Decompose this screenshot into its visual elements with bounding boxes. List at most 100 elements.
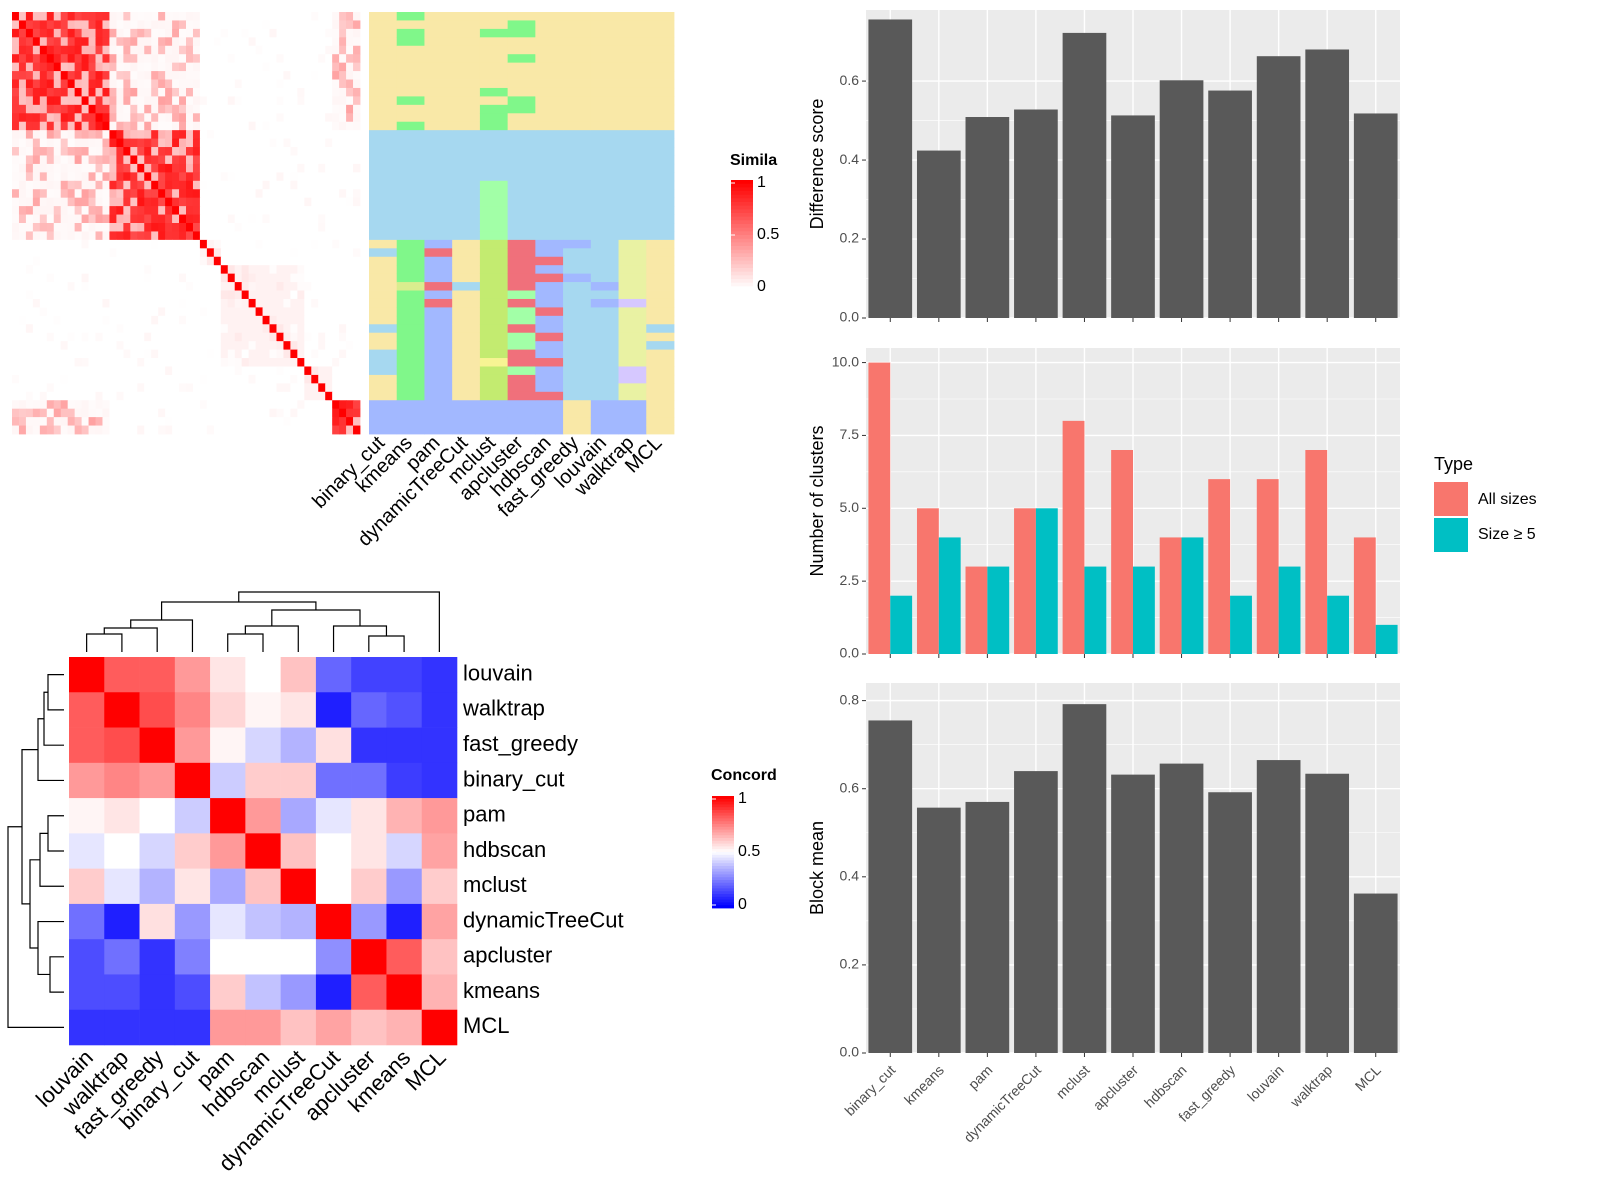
- similarity-cell: [220, 121, 229, 131]
- class-cell: [590, 265, 619, 275]
- similarity-cell: [353, 239, 361, 249]
- class-cell: [563, 290, 592, 300]
- similarity-cell: [186, 197, 194, 207]
- similarity-cell: [304, 37, 312, 47]
- similarity-cell: [248, 332, 256, 342]
- similarity-cell: [32, 231, 41, 241]
- similarity-cell: [179, 12, 187, 21]
- similarity-cell: [109, 265, 117, 275]
- similarity-cell: [123, 383, 131, 393]
- similarity-cell: [346, 341, 354, 350]
- similarity-cell: [227, 71, 236, 80]
- similarity-cell: [262, 113, 270, 123]
- similarity-cell: [276, 408, 284, 418]
- legend-gradient-step: [731, 191, 753, 196]
- similarity-cell: [199, 172, 208, 182]
- y-tick-label: 5.0: [840, 499, 860, 515]
- concordance-cell: [104, 727, 140, 764]
- similarity-cell: [290, 206, 298, 215]
- similarity-cell: [109, 231, 117, 241]
- legend-gradient-step: [712, 824, 734, 828]
- similarity-cell: [109, 37, 117, 47]
- similarity-cell: [39, 315, 48, 325]
- similarity-cell: [130, 172, 138, 182]
- concordance-row-label: MCL: [463, 1013, 509, 1038]
- similarity-cell: [67, 273, 76, 283]
- similarity-cell: [25, 147, 34, 156]
- concordance-cell: [280, 903, 317, 940]
- similarity-cell: [290, 45, 298, 55]
- similarity-cell: [241, 130, 250, 139]
- class-cell: [369, 417, 398, 426]
- similarity-cell: [67, 298, 76, 308]
- similarity-cell: [269, 71, 277, 80]
- similarity-cell: [192, 87, 201, 97]
- similarity-cell: [206, 400, 215, 410]
- similarity-cell: [227, 147, 236, 156]
- class-cell: [590, 20, 619, 30]
- similarity-cell: [213, 332, 222, 342]
- similarity-cell: [186, 214, 194, 224]
- similarity-cell: [339, 20, 347, 30]
- similarity-cell: [297, 341, 305, 350]
- class-cell: [618, 256, 647, 266]
- similarity-cell: [234, 197, 243, 207]
- similarity-cell: [144, 425, 152, 435]
- similarity-cell: [12, 332, 20, 342]
- similarity-cell: [290, 324, 298, 334]
- class-cell: [479, 315, 509, 325]
- class-cell: [618, 20, 647, 30]
- similarity-cell: [81, 180, 89, 190]
- similarity-cell: [325, 341, 333, 350]
- similarity-cell: [346, 239, 354, 249]
- class-cell: [507, 28, 536, 38]
- similarity-cell: [213, 113, 222, 123]
- similarity-cell: [25, 282, 34, 291]
- similarity-cell: [144, 400, 152, 410]
- similarity-cell: [67, 417, 76, 426]
- class-cell: [452, 180, 481, 190]
- similarity-cell: [53, 147, 62, 156]
- class-cell: [618, 155, 647, 165]
- class-cell: [646, 163, 675, 173]
- legend-gradient-step: [731, 260, 753, 265]
- similarity-cell: [172, 197, 180, 207]
- similarity-cell: [325, 79, 333, 89]
- similarity-cell: [241, 349, 250, 359]
- similarity-cell: [192, 425, 201, 435]
- similarity-cell: [276, 273, 284, 283]
- similarity-cell: [241, 71, 250, 80]
- similarity-cell: [165, 349, 173, 359]
- similarity-cell: [199, 121, 208, 131]
- class-cell: [369, 400, 398, 410]
- similarity-cell: [109, 104, 117, 114]
- similarity-cell: [60, 189, 69, 199]
- y-axis-label: Number of clusters: [807, 425, 827, 576]
- similarity-cell: [318, 349, 326, 359]
- similarity-cell: [102, 349, 110, 359]
- similarity-cell: [123, 282, 131, 291]
- similarity-cell: [60, 332, 69, 342]
- class-cell: [396, 54, 425, 64]
- similarity-cell: [220, 96, 229, 106]
- similarity-cell: [116, 71, 124, 80]
- class-cell: [396, 391, 425, 401]
- similarity-cell: [255, 20, 263, 30]
- similarity-cell: [60, 37, 69, 47]
- similarity-cell: [74, 180, 82, 190]
- similarity-cell: [192, 45, 201, 55]
- similarity-cell: [332, 37, 340, 47]
- similarity-cell: [179, 180, 187, 190]
- concordance-cell: [245, 692, 281, 728]
- similarity-cell: [206, 104, 215, 114]
- similarity-cell: [234, 282, 243, 291]
- similarity-cell: [206, 408, 215, 418]
- class-cell: [618, 54, 647, 64]
- class-cell: [535, 147, 564, 156]
- similarity-cell: [248, 315, 256, 325]
- similarity-cell: [220, 349, 229, 359]
- similarity-cell: [248, 400, 256, 410]
- similarity-cell: [290, 12, 298, 21]
- class-cell: [590, 113, 619, 123]
- class-cell: [646, 87, 675, 97]
